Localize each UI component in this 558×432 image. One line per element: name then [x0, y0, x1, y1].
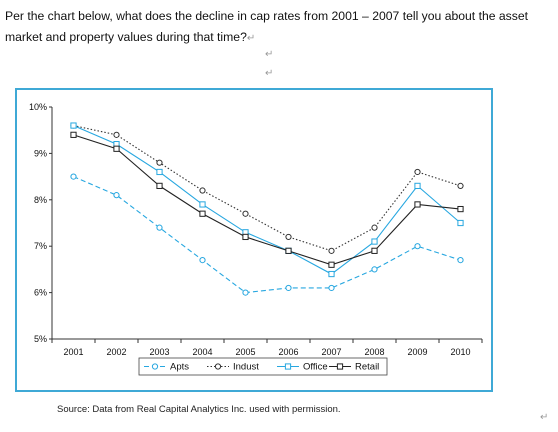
series-retail — [70, 131, 464, 268]
data-point-apts — [242, 289, 249, 296]
x-tick-label: 2005 — [235, 347, 255, 357]
series-line-retail — [73, 134, 461, 266]
question-body: Per the chart below, what does the decli… — [5, 9, 529, 44]
series-line-apts — [73, 176, 461, 294]
data-point-apts — [285, 284, 292, 292]
legend-label-office: Office — [303, 362, 328, 373]
series-apts — [70, 173, 464, 296]
legend-label-retail: Retail — [355, 362, 379, 373]
data-point-indust — [285, 233, 292, 241]
data-point-apts — [156, 224, 163, 231]
x-tick-label: 2003 — [149, 347, 169, 357]
legend-label-indust: Indust — [233, 362, 259, 373]
x-tick-label: 2001 — [63, 347, 83, 357]
data-point-retail — [156, 182, 163, 189]
data-point-office — [328, 270, 335, 278]
chart-frame: 5% 6% 7% 8% 9% 10% 2001 2002 2003 2004 2005 2006 200… — [15, 88, 493, 392]
x-tick-label: 2010 — [450, 347, 470, 357]
series-line-indust — [73, 125, 461, 252]
paragraph-mark-icon: ↵ — [540, 412, 549, 423]
data-point-retail — [242, 233, 249, 241]
data-point-apts — [414, 243, 421, 250]
x-tick-label: 2006 — [278, 347, 298, 357]
data-point-retail — [457, 205, 464, 213]
legend: Apts Indust Office Retail — [138, 357, 388, 376]
data-point-indust — [199, 187, 206, 194]
data-point-office — [371, 238, 378, 245]
data-point-retail — [285, 247, 292, 254]
data-point-indust — [414, 168, 421, 176]
data-point-indust — [156, 159, 163, 166]
data-point-office — [414, 182, 421, 189]
x-tick-label: 2002 — [106, 347, 126, 357]
y-tick-label: 9% — [34, 148, 47, 158]
x-tick-label: 2004 — [192, 347, 212, 357]
legend-marker-office — [284, 363, 292, 370]
y-tick-label: 8% — [34, 195, 47, 205]
data-point-retail — [371, 247, 378, 254]
data-point-office — [457, 219, 464, 227]
data-point-office — [156, 168, 163, 176]
data-point-retail — [70, 131, 77, 138]
series-indust — [70, 122, 464, 254]
data-point-indust — [113, 131, 120, 138]
y-tick-label: 6% — [34, 288, 47, 298]
question-text: Per the chart below, what does the decli… — [5, 6, 555, 49]
paragraph-mark-icon: ↵ — [246, 33, 256, 44]
cap-rate-chart: 5% 6% 7% 8% 9% 10% 2001 2002 2003 2004 2005 2006 200… — [29, 102, 483, 376]
legend-label-apts: Apts — [170, 362, 189, 373]
legend-marker-retail — [336, 363, 344, 370]
legend-marker-indust — [214, 363, 222, 370]
data-point-apts — [328, 284, 335, 292]
data-point-office — [199, 201, 206, 208]
data-point-retail — [328, 261, 335, 268]
paragraph-mark-icon: ↵ — [265, 49, 274, 60]
x-tick-label: 2009 — [407, 347, 427, 357]
data-point-apts — [113, 192, 120, 199]
chart-source: Source: Data from Real Capital Analytics… — [57, 404, 341, 415]
data-point-indust — [328, 247, 335, 254]
data-point-indust — [371, 224, 378, 231]
data-point-apts — [371, 266, 378, 273]
x-tick-label: 2007 — [321, 347, 341, 357]
data-point-retail — [199, 210, 206, 217]
data-point-apts — [457, 257, 464, 264]
y-tick-label: 5% — [34, 334, 47, 344]
data-point-retail — [113, 145, 120, 152]
legend-marker-apts — [151, 363, 159, 370]
series-line-office — [73, 125, 461, 275]
data-point-apts — [70, 173, 77, 180]
legend-box — [138, 357, 388, 376]
y-tick-label: 10% — [29, 102, 47, 112]
data-point-retail — [414, 201, 421, 208]
data-point-indust — [242, 210, 249, 217]
x-tick-label: 2008 — [364, 347, 384, 357]
paragraph-mark-icon: ↵ — [265, 68, 274, 79]
data-point-office — [70, 122, 77, 129]
y-tick-label: 7% — [34, 241, 47, 251]
data-point-apts — [199, 257, 206, 264]
data-point-indust — [457, 182, 464, 189]
series-office — [70, 122, 464, 278]
